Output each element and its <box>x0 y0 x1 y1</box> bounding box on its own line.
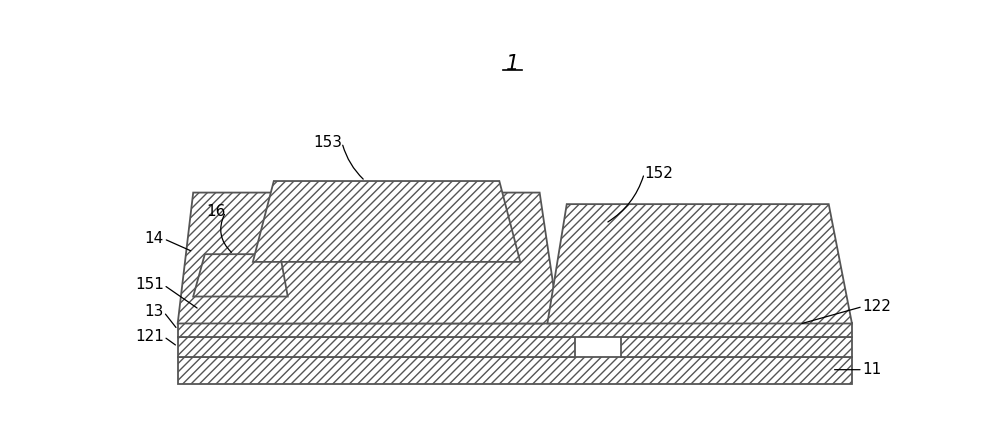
Text: 16: 16 <box>206 205 226 219</box>
Text: 121: 121 <box>135 329 164 344</box>
Polygon shape <box>621 336 852 357</box>
Polygon shape <box>253 262 544 323</box>
Text: 11: 11 <box>863 362 882 377</box>
Polygon shape <box>253 181 520 262</box>
Text: 152: 152 <box>644 166 673 181</box>
Polygon shape <box>547 204 852 323</box>
Polygon shape <box>193 254 288 297</box>
Polygon shape <box>178 193 559 323</box>
Polygon shape <box>178 357 852 384</box>
Text: 122: 122 <box>863 299 892 314</box>
Text: 1: 1 <box>506 54 519 74</box>
Text: 153: 153 <box>313 135 342 150</box>
Polygon shape <box>199 297 288 323</box>
Polygon shape <box>691 312 799 336</box>
Polygon shape <box>178 336 574 357</box>
Text: 151: 151 <box>135 277 164 292</box>
Polygon shape <box>178 323 852 336</box>
Text: 14: 14 <box>144 231 164 246</box>
Polygon shape <box>505 297 606 323</box>
Text: 13: 13 <box>144 305 164 319</box>
